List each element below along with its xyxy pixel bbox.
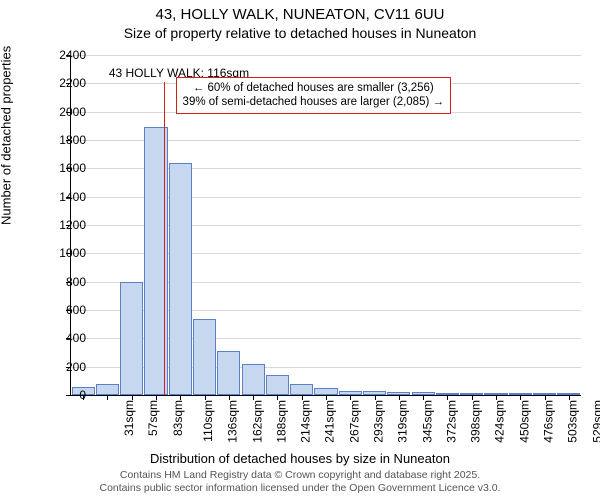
histogram-bar — [193, 319, 216, 396]
grid-line — [71, 55, 581, 56]
x-tick-label: 83sqm — [171, 400, 185, 436]
histogram-bar — [169, 163, 192, 395]
x-tick-label: 31sqm — [122, 400, 136, 436]
x-tick-label: 293sqm — [372, 400, 386, 443]
y-tick-label: 1400 — [46, 190, 86, 204]
y-tick-label: 200 — [46, 360, 86, 374]
annotation-line: ← 60% of detached houses are smaller (3,… — [183, 81, 444, 95]
histogram-bar — [217, 351, 240, 395]
annotation-line: 39% of semi-detached houses are larger (… — [183, 95, 444, 109]
property-size-histogram: 43, HOLLY WALK, NUNEATON, CV11 6UU Size … — [0, 0, 600, 500]
histogram-bar — [290, 384, 313, 395]
y-tick-label: 2000 — [46, 105, 86, 119]
x-tick-label: 241sqm — [323, 400, 337, 443]
x-tick-label: 372sqm — [445, 400, 459, 443]
histogram-bar — [96, 384, 119, 395]
x-tick-label: 214sqm — [299, 400, 313, 443]
y-tick-label: 1800 — [46, 133, 86, 147]
x-tick-label: 136sqm — [226, 400, 240, 443]
y-axis-label: Number of detached properties — [0, 46, 14, 225]
x-tick-mark — [107, 395, 108, 400]
y-tick-label: 1600 — [46, 161, 86, 175]
x-tick-label: 57sqm — [146, 400, 160, 436]
y-tick-label: 800 — [46, 275, 86, 289]
y-tick-label: 600 — [46, 303, 86, 317]
histogram-bar — [242, 364, 265, 395]
y-tick-label: 1000 — [46, 246, 86, 260]
attribution-footer: Contains HM Land Registry data © Crown c… — [0, 469, 600, 496]
x-tick-label: 398sqm — [469, 400, 483, 443]
y-tick-label: 2200 — [46, 76, 86, 90]
y-tick-label: 1200 — [46, 218, 86, 232]
plot-area: 43 HOLLY WALK: 116sqm← 60% of detached h… — [70, 55, 581, 396]
x-tick-label: 267sqm — [347, 400, 361, 443]
x-tick-label: 110sqm — [201, 400, 215, 442]
y-tick-label: 2400 — [46, 48, 86, 62]
footer-line: Contains HM Land Registry data © Crown c… — [0, 469, 600, 483]
x-tick-label: 162sqm — [250, 400, 264, 443]
chart-subtitle: Size of property relative to detached ho… — [0, 25, 600, 41]
property-marker-line — [164, 82, 165, 395]
x-tick-label: 503sqm — [566, 400, 580, 443]
x-tick-label: 450sqm — [517, 400, 531, 443]
x-tick-label: 424sqm — [493, 400, 507, 443]
x-tick-label: 529sqm — [590, 400, 600, 443]
x-axis-label: Distribution of detached houses by size … — [0, 451, 600, 466]
x-tick-label: 319sqm — [396, 400, 410, 443]
x-tick-label: 188sqm — [275, 400, 289, 443]
title-block: 43, HOLLY WALK, NUNEATON, CV11 6UU Size … — [0, 6, 600, 41]
x-tick-label: 345sqm — [420, 400, 434, 443]
footer-line: Contains public sector information licen… — [0, 482, 600, 496]
histogram-bar — [314, 388, 337, 395]
x-tick-label: 476sqm — [542, 400, 556, 443]
y-tick-label: 400 — [46, 331, 86, 345]
chart-title: 43, HOLLY WALK, NUNEATON, CV11 6UU — [0, 6, 600, 23]
comparison-annotation: ← 60% of detached houses are smaller (3,… — [176, 77, 451, 114]
histogram-bar — [266, 375, 289, 395]
histogram-bar — [120, 282, 143, 395]
y-tick-label: 0 — [46, 388, 86, 402]
